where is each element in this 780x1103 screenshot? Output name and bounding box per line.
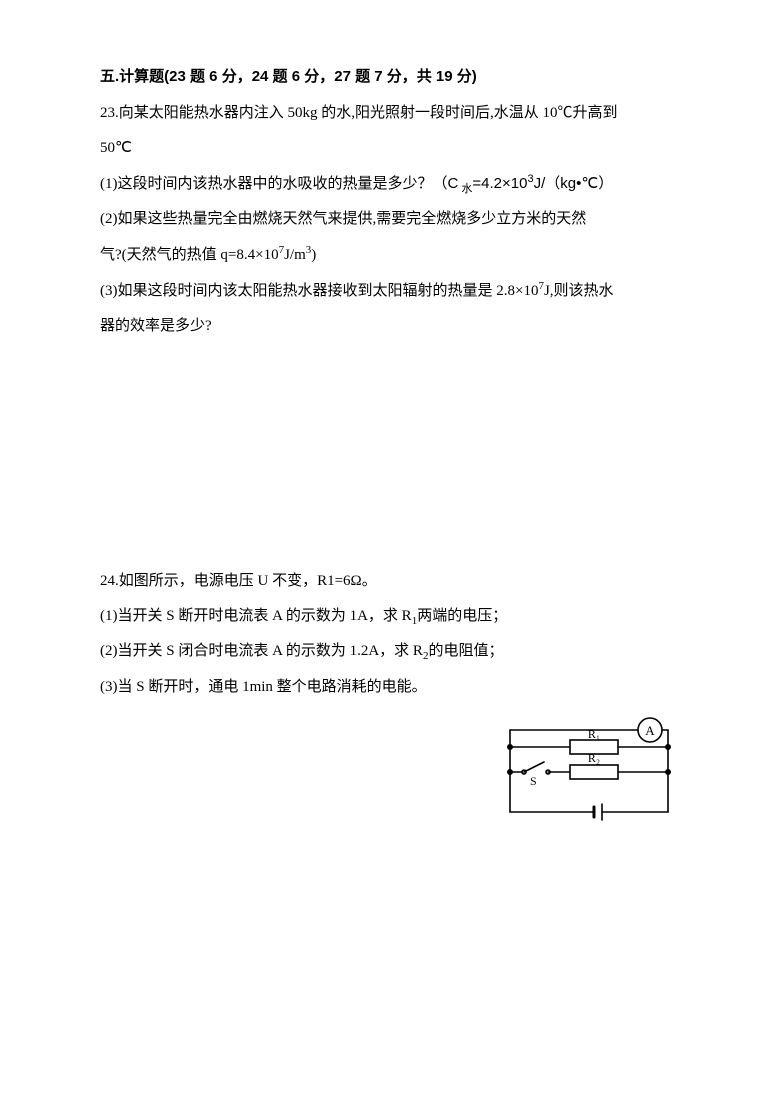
- q23-p2-b: 气?(天然气的热值 q=8.4×10: [100, 247, 279, 263]
- q24-part3: (3)当 S 断开时，通电 1min 整个电路消耗的电能。: [100, 671, 680, 704]
- q24-p1-a: (1)当开关 S 断开时电流表 A 的示数为 1A，求 R: [100, 608, 412, 624]
- q23-p1-sub: 水: [458, 183, 472, 195]
- q23-p2-c: J/m: [284, 247, 306, 263]
- q23-stem-line2: 50℃: [100, 132, 680, 165]
- q24-stem: 24.如图所示，电源电压 U 不变，R1=6Ω。: [100, 565, 680, 598]
- svg-text:A: A: [645, 723, 655, 738]
- q23-p1-b: C: [448, 175, 459, 192]
- q24-p2-a: (2)当开关 S 闭合时电流表 A 的示数为 1.2A，求 R: [100, 643, 423, 659]
- q24-part2: (2)当开关 S 闭合时电流表 A 的示数为 1.2A，求 R2的电阻值；: [100, 635, 680, 668]
- section-header: 五.计算题(23 题 6 分，24 题 6 分，27 题 7 分，共 19 分): [100, 60, 680, 93]
- q23-p1-d: J/（kg•℃）: [534, 175, 614, 192]
- q23-p1-c: =4.2×10: [472, 175, 527, 192]
- q23-part2-line1: (2)如果这些热量完全由燃烧天然气来提供,需要完全燃烧多少立方米的天然: [100, 203, 680, 236]
- circuit-diagram: A: [490, 712, 680, 832]
- q23-part2-line2: 气?(天然气的热值 q=8.4×107J/m3): [100, 238, 680, 272]
- q23-p2-d: ): [311, 247, 316, 263]
- q23-p1-a: (1)这段时间内该热水器中的水吸收的热量是多少？（: [100, 176, 448, 192]
- q23-part1: (1)这段时间内该热水器中的水吸收的热量是多少？（C 水=4.2×103J/（k…: [100, 167, 680, 201]
- q24-p2-b: 的电阻值；: [428, 643, 503, 659]
- svg-text:R₁: R₁: [588, 727, 600, 741]
- svg-text:S: S: [530, 774, 537, 788]
- q23-part3-line1: (3)如果这段时间内该太阳能热水器接收到太阳辐射的热量是 2.8×107J,则该…: [100, 274, 680, 308]
- q24-part1: (1)当开关 S 断开时电流表 A 的示数为 1A，求 R1两端的电压；: [100, 600, 680, 633]
- answer-space-q23: [100, 345, 680, 565]
- q23-part3-line2: 器的效率是多少?: [100, 310, 680, 343]
- q23-p3-a: (3)如果这段时间内该太阳能热水器接收到太阳辐射的热量是 2.8×10: [100, 283, 538, 299]
- q24-p1-b: 两端的电压；: [417, 608, 507, 624]
- q23-stem-line1: 23.向某太阳能热水器内注入 50kg 的水,阳光照射一段时间后,水温从 10℃…: [100, 97, 680, 130]
- q23-p3-b: J,则该热水: [544, 283, 614, 299]
- circuit-diagram-wrap: A: [100, 712, 680, 832]
